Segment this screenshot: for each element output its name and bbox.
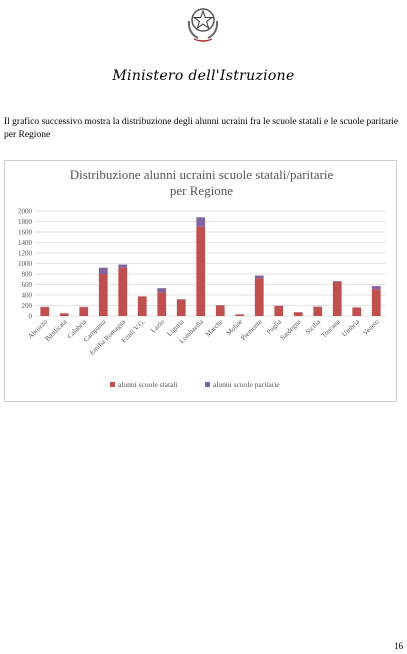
bar-paritarie — [157, 288, 167, 293]
bar-statali — [176, 299, 186, 316]
x-tick-label: Marche — [204, 318, 225, 339]
y-tick-label: 1600 — [18, 229, 33, 237]
y-tick-label: 400 — [22, 292, 33, 300]
bar-statali — [371, 289, 381, 316]
legend-label: alunni scuole statali — [118, 380, 178, 389]
bar-paritarie — [196, 217, 206, 227]
legend-swatch — [110, 382, 115, 387]
bar-statali — [235, 314, 245, 316]
page-number: 16 — [394, 641, 403, 651]
x-tick-label: Lazio — [149, 317, 166, 334]
italian-republic-emblem-icon — [187, 8, 219, 42]
y-tick-label: 1000 — [18, 260, 33, 268]
x-tick-label: Veneto — [361, 317, 381, 337]
y-tick-label: 600 — [22, 281, 33, 289]
bar-statali — [118, 267, 128, 316]
chart-container: Distribuzione alunni ucraini scuole stat… — [4, 160, 397, 402]
bar-statali — [352, 307, 362, 316]
bar-statali — [40, 307, 50, 316]
y-tick-label: 2000 — [18, 208, 33, 216]
bar-paritarie — [118, 264, 128, 268]
y-tick-label: 0 — [29, 313, 33, 321]
bar-statali — [196, 226, 206, 316]
bar-statali — [137, 296, 147, 316]
x-tick-label: Toscana — [320, 317, 342, 339]
bar-statali — [157, 292, 167, 316]
bar-chart: 0200400600800100012001400160018002000Abr… — [18, 208, 386, 389]
bar-paritarie — [254, 275, 264, 279]
chart-title-line-2: per Regione — [169, 183, 234, 198]
intro-paragraph: Il grafico successivo mostra la distribu… — [4, 117, 399, 140]
x-tick-label: Basilicata — [43, 317, 69, 343]
x-tick-label: Umbria — [340, 317, 361, 338]
y-tick-label: 1400 — [18, 239, 33, 247]
emblem — [184, 3, 222, 43]
bar-paritarie — [332, 281, 342, 282]
legend-swatch — [205, 382, 210, 387]
bar-statali — [98, 274, 108, 316]
y-tick-label: 800 — [22, 271, 33, 279]
bar-paritarie — [313, 306, 323, 308]
bar-statali — [215, 305, 225, 316]
bar-statali — [59, 313, 69, 316]
ministry-name: Ministero dell'Istruzione — [112, 68, 295, 84]
bar-statali — [79, 307, 89, 316]
bar-paritarie — [176, 299, 186, 300]
legend-label: alunni scuole paritarie — [213, 380, 280, 389]
bar-statali — [254, 278, 264, 316]
bar-statali — [332, 281, 342, 316]
y-tick-label: 200 — [22, 302, 33, 310]
x-tick-label: Sardegna — [279, 317, 304, 342]
bar-paritarie — [98, 267, 108, 274]
bar-statali — [313, 307, 323, 316]
bar-paritarie — [371, 286, 381, 290]
x-tick-label: Piemonte — [239, 318, 263, 342]
chart-title: Distribuzione alunni ucraini scuole stat… — [5, 167, 398, 199]
chart-title-line-1: Distribuzione alunni ucraini scuole stat… — [69, 167, 334, 182]
bar-statali — [274, 306, 284, 316]
y-tick-label: 1200 — [18, 250, 33, 258]
y-tick-label: 1800 — [18, 218, 33, 226]
bar-statali — [293, 312, 303, 316]
